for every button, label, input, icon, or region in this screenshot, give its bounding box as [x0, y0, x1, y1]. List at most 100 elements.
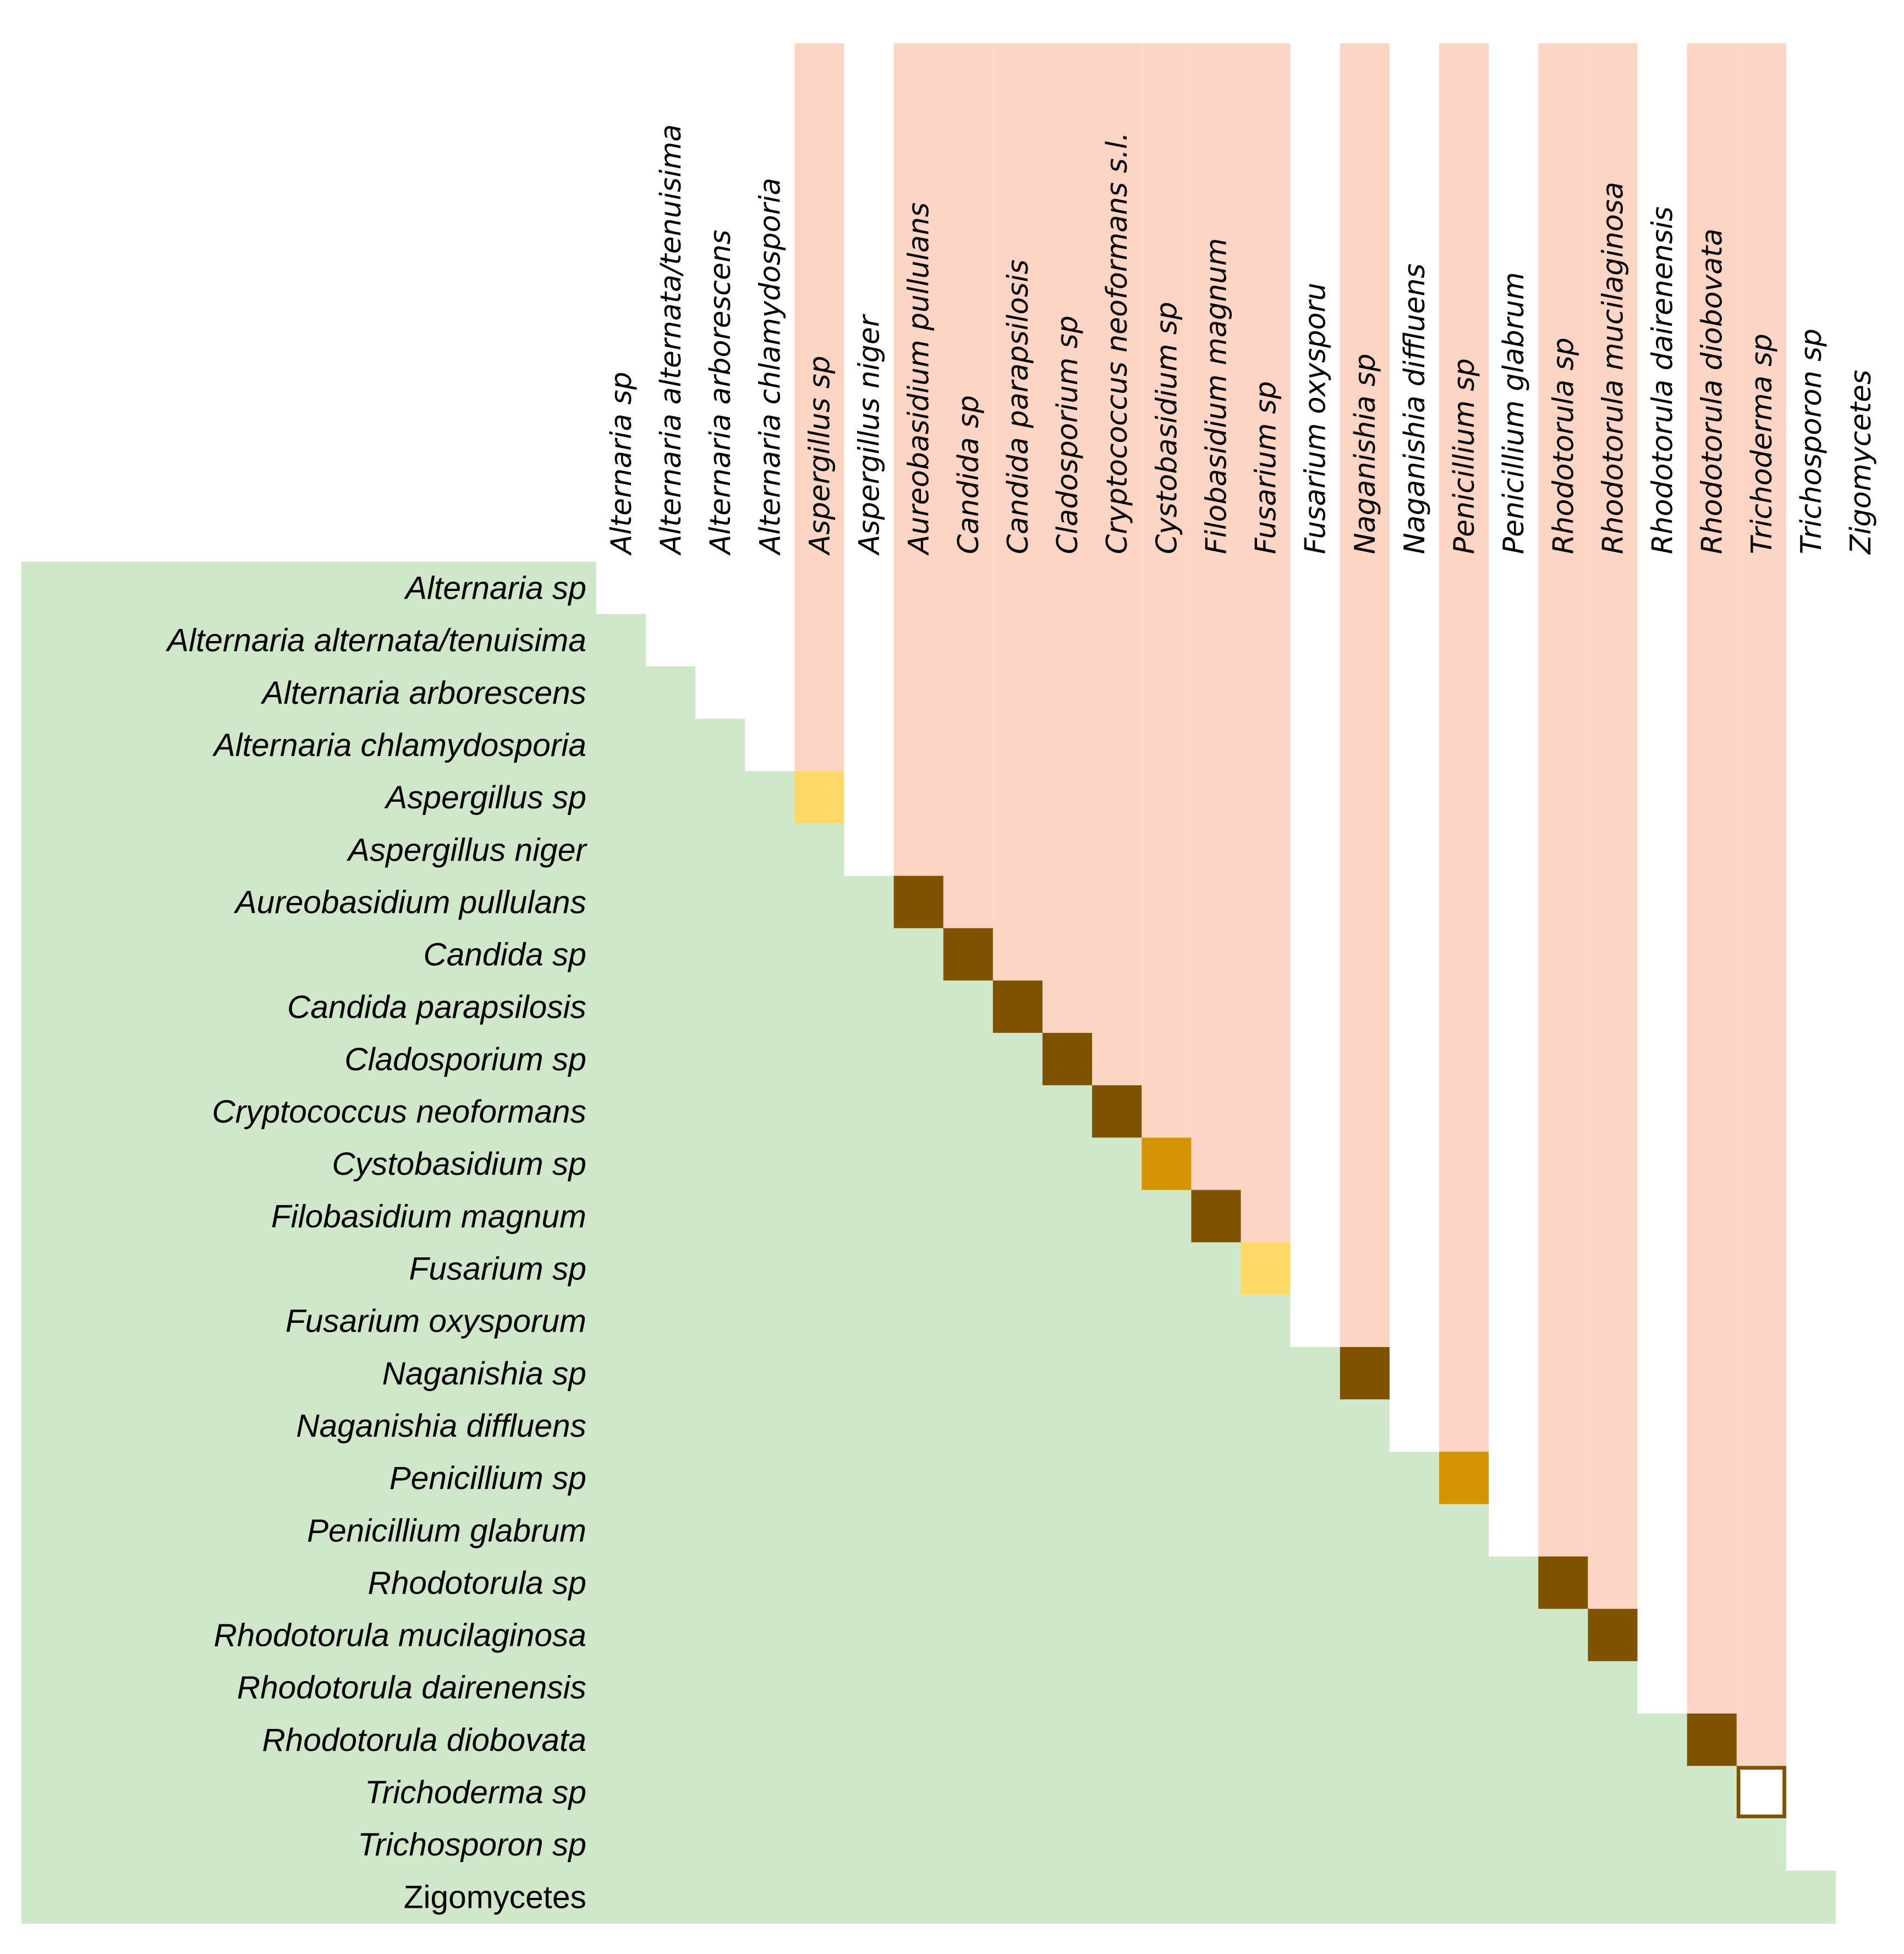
row-label: Naganishia diffluens — [296, 1408, 586, 1444]
row-label: Alternaria alternata/tenuisima — [166, 623, 586, 659]
column-label: Naganishia diffluens — [1398, 264, 1431, 554]
row-label: Cladosporium sp — [344, 1042, 586, 1077]
row-label: Filobasidium magnum — [271, 1198, 586, 1234]
column-label: Alternaria arborescens — [704, 229, 737, 556]
row-label: Zigomycetes — [404, 1879, 586, 1915]
column-band — [1142, 43, 1192, 1138]
row-band — [21, 1766, 1737, 1819]
column-label: Rhodotorula dairenensis — [1647, 206, 1680, 554]
column-band — [1042, 43, 1093, 1033]
diagonal-cell — [1191, 1190, 1241, 1243]
row-band — [21, 1294, 1291, 1348]
diagonal-cell — [1588, 1608, 1638, 1661]
row-label: Aureobasidium pullulans — [234, 884, 586, 920]
row-band — [21, 1452, 1439, 1505]
row-label: Cryptococcus neoformans — [212, 1094, 586, 1130]
diagonal-cell — [1687, 1714, 1737, 1766]
diagonal-cell — [1142, 1137, 1192, 1190]
row-band — [21, 1347, 1340, 1400]
row-band — [21, 875, 894, 929]
diagonal-cell — [943, 928, 993, 981]
column-label: Naganishia sp — [1349, 353, 1382, 554]
column-label: Fusarium oxysporu — [1299, 283, 1332, 555]
column-label: Aureobasidium pullulans — [903, 202, 936, 556]
row-band — [21, 1870, 1836, 1924]
column-label: Candida parapsilosis — [1002, 260, 1035, 555]
row-band — [21, 666, 696, 720]
diagonal-cell — [992, 980, 1042, 1033]
row-label: Penicillium glabrum — [307, 1513, 586, 1548]
diagonal-cell — [1736, 1766, 1786, 1819]
diagonal-cell — [1340, 1347, 1390, 1400]
column-label: Alternaria sp — [605, 371, 638, 556]
column-label: Cystobasidium sp — [1150, 302, 1183, 554]
row-band — [21, 1504, 1489, 1557]
column-label: Trichoderma sp — [1746, 333, 1779, 554]
row-label: Alternaria chlamydosporia — [212, 727, 586, 763]
column-label: Rhodotorula diobovata — [1696, 228, 1729, 554]
row-band — [21, 980, 993, 1034]
row-label: Cystobasidium sp — [332, 1146, 586, 1182]
column-band — [943, 43, 993, 928]
row-band — [21, 1085, 1093, 1139]
column-band — [794, 43, 844, 771]
row-band — [21, 823, 844, 877]
column-label: Aspergillus niger — [853, 314, 886, 556]
column-label: Aspergillus sp — [803, 355, 836, 556]
column-band — [1241, 43, 1291, 1243]
row-label: Candida sp — [423, 937, 586, 973]
column-band — [992, 43, 1042, 981]
row-band — [21, 928, 943, 982]
row-band — [21, 1033, 1042, 1086]
row-band — [21, 1818, 1786, 1871]
column-band — [1191, 43, 1241, 1190]
diagonal-cell — [1092, 1085, 1142, 1138]
row-label: Rhodotorula diobovata — [262, 1722, 586, 1758]
row-band — [21, 614, 646, 667]
column-label: Rhodotorula sp — [1547, 337, 1580, 554]
column-band — [1092, 43, 1142, 1086]
column-label: Cryptococcus neoformans s.l. — [1101, 132, 1134, 554]
row-label: Alternaria sp — [404, 571, 586, 606]
row-label: Naganishia sp — [382, 1356, 586, 1392]
column-label: Rhodotorula mucilaginosa — [1596, 182, 1629, 554]
row-label: Trichosporon sp — [358, 1827, 586, 1863]
row-band — [21, 719, 745, 772]
column-label: Alternaria alternata/tenuisima — [655, 124, 688, 556]
diagonal-cell — [1241, 1242, 1291, 1295]
column-label: Penicillium glabrum — [1497, 272, 1530, 554]
row-label: Fusarium sp — [409, 1251, 586, 1287]
column-band — [1340, 43, 1390, 1347]
row-band — [21, 1190, 1192, 1244]
row-label: Trichoderma sp — [365, 1775, 586, 1810]
row-band — [21, 1137, 1142, 1191]
row-label: Rhodotorula dairenensis — [237, 1670, 586, 1706]
column-label: Fusarium sp — [1250, 381, 1283, 555]
column-label: Candida sp — [952, 395, 985, 554]
row-band — [21, 1661, 1638, 1715]
diagonal-cell — [1439, 1452, 1489, 1504]
column-label: Penicillium sp — [1448, 358, 1481, 554]
column-label: Trichosporon sp — [1795, 329, 1828, 554]
row-label: Rhodotorula mucilaginosa — [214, 1618, 586, 1654]
column-label: Filobasidium magnum — [1200, 238, 1233, 555]
row-label: Candida parapsilosis — [287, 989, 586, 1025]
column-band — [893, 43, 943, 876]
column-label: Alternaria chlamydosporia — [754, 178, 787, 556]
column-label: Zigomycetes — [1845, 370, 1878, 555]
row-band — [21, 771, 795, 824]
row-band — [21, 1556, 1539, 1610]
diagonal-cell — [1042, 1033, 1093, 1086]
column-band — [1687, 43, 1737, 1714]
row-label: Alternaria arborescens — [260, 675, 586, 711]
row-band — [21, 1399, 1390, 1453]
column-label: Cladosporium sp — [1051, 315, 1084, 554]
diagonal-cell — [794, 771, 844, 824]
row-band — [21, 561, 596, 615]
column-band — [1538, 43, 1588, 1557]
row-label: Penicillium sp — [389, 1460, 586, 1496]
column-band — [1588, 43, 1638, 1609]
row-label: Aspergillus sp — [384, 780, 586, 815]
row-band — [21, 1242, 1241, 1296]
